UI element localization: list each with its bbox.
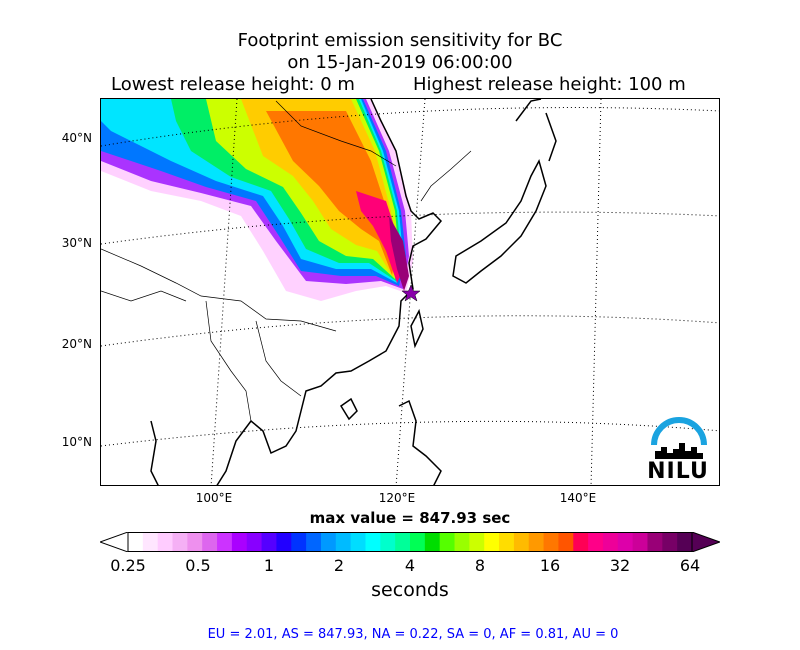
colorbar-swatch: [543, 532, 559, 552]
colorbar-swatch: [261, 532, 277, 552]
colorbar-swatch: [246, 532, 263, 552]
lat-label-30: 30°N: [61, 236, 92, 250]
colorbar-swatch: [335, 532, 352, 552]
lon-label-140: 140°E: [559, 491, 597, 505]
colorbar-swatch: [677, 532, 693, 552]
colorbar-swatch: [187, 532, 203, 552]
colorbar-tick: 4: [404, 556, 416, 575]
colorbar-tick: 64: [679, 556, 701, 575]
colorbar-swatch: [276, 532, 292, 552]
colorbar-swatch: [558, 532, 574, 552]
figure-date: on 15-Jan-2019 06:00:00: [287, 52, 513, 73]
max-value-label: max value = 847.93 sec: [309, 509, 511, 527]
colorbar-tick: 2: [333, 556, 345, 575]
colorbar-tick: 32: [609, 556, 631, 575]
colorbar-swatch: [410, 532, 426, 552]
release-site-marker: [401, 284, 421, 302]
colorbar-swatch: [528, 532, 545, 552]
colorbar-swatch: [128, 532, 144, 552]
map-canvas: [101, 99, 719, 485]
colorbar-swatch: [588, 532, 604, 552]
colorbar-swatch: [632, 532, 648, 552]
nilu-arc-icon: [651, 417, 707, 459]
colorbar-extend-high: [691, 532, 720, 552]
colorbar-swatch: [320, 532, 337, 552]
colorbar-tick: 0.5: [185, 556, 211, 575]
lat-label-10: 10°N: [61, 435, 92, 449]
colorbar-swatch: [424, 532, 441, 552]
colorbar-swatch: [142, 532, 159, 552]
lon-label-100: 100°E: [195, 491, 233, 505]
colorbar-swatch: [484, 532, 500, 552]
nilu-logo: NILU: [647, 413, 711, 484]
colorbar-swatch: [172, 532, 188, 552]
figure-title: Footprint emission sensitivity for BC: [237, 30, 563, 51]
colorbar-swatch: [365, 532, 381, 552]
colorbar-swatch: [395, 532, 411, 552]
colorbar-swatch: [202, 532, 218, 552]
colorbar-extend-low: [100, 532, 129, 552]
graticule: [101, 99, 719, 485]
colorbar-swatch: [439, 532, 456, 552]
colorbar-swatch: [573, 532, 589, 552]
colorbar-tick: 8: [474, 556, 486, 575]
lon-label-120: 120°E: [378, 491, 416, 505]
colorbar: [100, 532, 720, 552]
colorbar-swatch: [647, 532, 663, 552]
country-borders: [101, 100, 472, 422]
colorbar-swatch: [602, 532, 619, 552]
emission-sensitivity-field: [101, 99, 413, 301]
coastlines: [150, 99, 557, 485]
colorbar-swatch: [380, 532, 396, 552]
colorbar-tick: 16: [539, 556, 561, 575]
colorbar-swatch: [662, 532, 678, 552]
colorbar-swatch: [499, 532, 515, 552]
colorbar-swatch: [306, 532, 322, 552]
region-summary: EU = 2.01, AS = 847.93, NA = 0.22, SA = …: [207, 627, 619, 642]
colorbar-tick: 1: [263, 556, 275, 575]
colorbar-swatch: [513, 532, 530, 552]
nilu-logo-text: NILU: [647, 459, 709, 484]
colorbar-unit-label: seconds: [371, 579, 449, 601]
lowest-release-height: Lowest release height: 0 m: [111, 74, 355, 95]
colorbar-swatch: [617, 532, 634, 552]
highest-release-height: Highest release height: 100 m: [413, 74, 686, 95]
colorbar-swatch: [469, 532, 485, 552]
colorbar-tick: 0.25: [110, 556, 146, 575]
colorbar-swatch: [350, 532, 366, 552]
lat-label-40: 40°N: [61, 131, 92, 145]
colorbar-swatch: [231, 532, 248, 552]
colorbar-swatch: [217, 532, 233, 552]
colorbar-swatch: [454, 532, 470, 552]
lat-label-20: 20°N: [61, 337, 92, 351]
colorbar-swatch: [291, 532, 307, 552]
colorbar-swatch: [157, 532, 174, 552]
colorbar-frame: [127, 532, 693, 552]
map-panel: NILU: [100, 98, 720, 486]
